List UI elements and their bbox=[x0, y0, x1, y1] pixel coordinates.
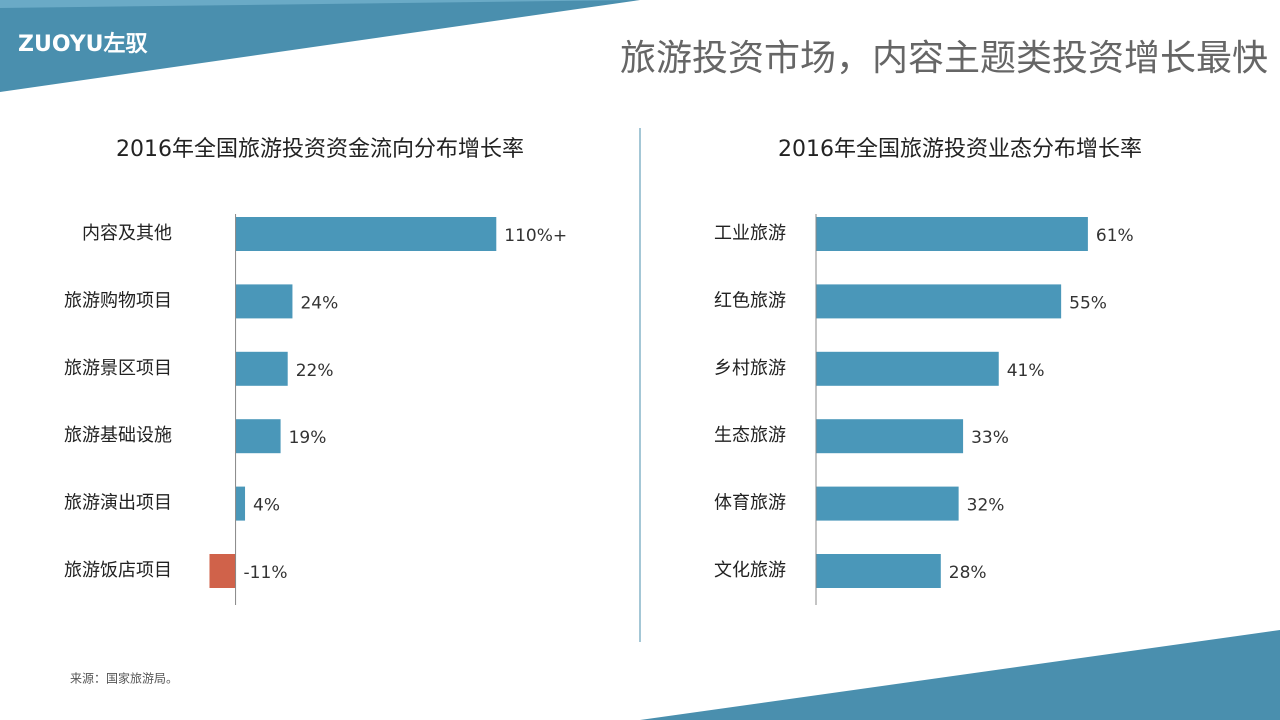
value-label: 32% bbox=[967, 496, 1005, 516]
value-label: 19% bbox=[289, 428, 327, 448]
header-banner-light bbox=[0, 0, 640, 8]
bar bbox=[235, 351, 288, 386]
header-banner bbox=[0, 0, 640, 92]
footer-banner bbox=[640, 630, 1280, 720]
bar bbox=[816, 486, 959, 521]
category-label: 旅游购物项目 bbox=[64, 290, 172, 311]
category-label: 工业旅游 bbox=[714, 223, 786, 244]
category-label: 内容及其他 bbox=[82, 223, 172, 244]
bar bbox=[235, 486, 246, 521]
category-label: 旅游基础设施 bbox=[64, 425, 172, 446]
logo: ZUOYU左驭 bbox=[18, 31, 148, 57]
chart-title: 2016年全国旅游投资业态分布增长率 bbox=[778, 137, 1142, 162]
category-label: 乡村旅游 bbox=[714, 358, 786, 379]
value-label: 28% bbox=[949, 563, 987, 583]
value-label: 24% bbox=[300, 293, 338, 313]
bar bbox=[235, 217, 497, 251]
bar bbox=[209, 554, 236, 588]
slide-title: 旅游投资市场，内容主题类投资增长最快 bbox=[620, 38, 1268, 79]
bar bbox=[235, 284, 293, 319]
category-label: 红色旅游 bbox=[714, 290, 786, 311]
value-label: 22% bbox=[296, 361, 334, 381]
category-label: 旅游饭店项目 bbox=[64, 560, 172, 581]
category-label: 旅游演出项目 bbox=[64, 493, 172, 514]
value-label: 61% bbox=[1096, 226, 1134, 246]
bar bbox=[816, 554, 941, 588]
category-label: 文化旅游 bbox=[714, 560, 786, 581]
chart-title: 2016年全国旅游投资资金流向分布增长率 bbox=[116, 137, 524, 162]
bar bbox=[816, 419, 964, 454]
bar bbox=[816, 217, 1088, 251]
value-label: 110%+ bbox=[504, 226, 567, 246]
value-label: 33% bbox=[971, 428, 1009, 448]
value-label: 4% bbox=[253, 496, 280, 516]
category-label: 体育旅游 bbox=[714, 493, 786, 514]
category-label: 旅游景区项目 bbox=[64, 358, 172, 379]
source-note: 来源：国家旅游局。 bbox=[70, 671, 178, 686]
bar bbox=[816, 284, 1062, 319]
value-label: 41% bbox=[1007, 361, 1045, 381]
value-label: 55% bbox=[1069, 293, 1107, 313]
bar bbox=[235, 419, 281, 454]
bar bbox=[816, 351, 999, 386]
category-label: 生态旅游 bbox=[714, 425, 786, 446]
value-label: -11% bbox=[244, 563, 288, 583]
